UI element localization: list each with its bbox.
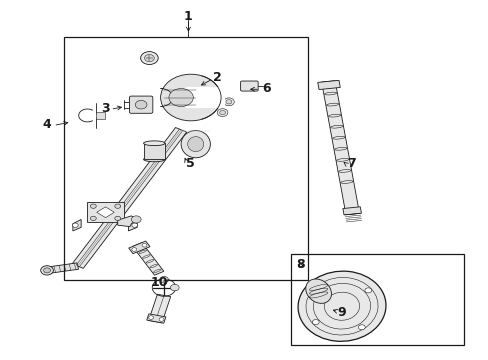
Circle shape (168, 89, 193, 107)
Polygon shape (132, 243, 163, 275)
Circle shape (318, 283, 325, 288)
Bar (290, 253, 463, 345)
Circle shape (358, 325, 365, 330)
Text: 5: 5 (186, 157, 195, 170)
Circle shape (159, 276, 168, 283)
Circle shape (159, 318, 163, 321)
Circle shape (115, 216, 121, 221)
Text: 3: 3 (101, 102, 110, 115)
Text: 7: 7 (346, 157, 355, 170)
FancyBboxPatch shape (129, 96, 153, 113)
Polygon shape (146, 314, 165, 323)
Ellipse shape (143, 141, 164, 145)
Circle shape (43, 268, 50, 273)
Bar (96, 112, 105, 119)
Text: 6: 6 (262, 82, 270, 95)
Circle shape (115, 204, 121, 208)
Polygon shape (128, 220, 137, 231)
Circle shape (41, 266, 53, 275)
Text: 9: 9 (337, 306, 346, 319)
Text: 4: 4 (42, 118, 51, 131)
Ellipse shape (143, 157, 164, 162)
Ellipse shape (225, 100, 231, 104)
Polygon shape (128, 241, 150, 254)
Ellipse shape (305, 279, 331, 303)
Text: 2: 2 (213, 71, 222, 84)
Circle shape (90, 216, 96, 221)
Ellipse shape (181, 131, 210, 158)
Circle shape (364, 288, 371, 293)
Polygon shape (148, 294, 170, 323)
Circle shape (170, 284, 179, 291)
Text: 1: 1 (183, 10, 192, 23)
Circle shape (148, 316, 153, 319)
Text: 8: 8 (296, 258, 304, 271)
FancyBboxPatch shape (240, 81, 258, 91)
Circle shape (141, 51, 158, 64)
Bar (143, 143, 164, 159)
Circle shape (132, 248, 137, 251)
Ellipse shape (219, 111, 225, 115)
Polygon shape (342, 207, 361, 215)
Circle shape (312, 320, 319, 325)
Circle shape (142, 243, 146, 247)
Circle shape (131, 216, 141, 223)
Circle shape (135, 100, 147, 109)
Circle shape (90, 204, 96, 208)
Ellipse shape (187, 137, 203, 152)
Ellipse shape (160, 74, 221, 121)
Polygon shape (73, 220, 81, 231)
Polygon shape (317, 80, 340, 90)
Circle shape (144, 54, 154, 62)
Polygon shape (118, 216, 137, 226)
Bar (87, 202, 123, 222)
Polygon shape (185, 87, 224, 108)
Polygon shape (46, 263, 79, 274)
Ellipse shape (223, 98, 234, 106)
Ellipse shape (298, 271, 385, 341)
Ellipse shape (217, 109, 227, 117)
Polygon shape (97, 207, 114, 218)
Bar (64, 37, 307, 280)
Polygon shape (321, 81, 359, 215)
Circle shape (72, 223, 78, 227)
Circle shape (132, 223, 138, 227)
Polygon shape (72, 127, 186, 268)
Text: 10: 10 (150, 276, 167, 289)
